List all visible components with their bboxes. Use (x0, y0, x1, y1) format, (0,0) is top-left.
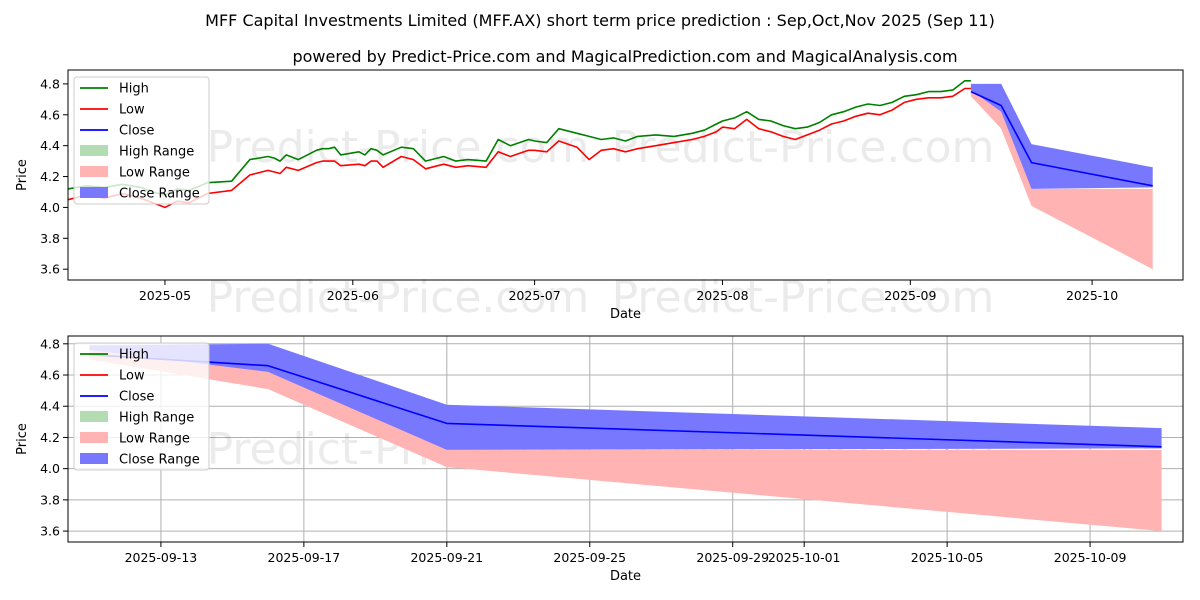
x-tick-label: 2025-08 (696, 288, 748, 303)
x-axis-label: Date (610, 307, 641, 322)
watermark-text: Predict-Price.com (207, 122, 590, 173)
legend-label: High (119, 348, 149, 363)
y-axis-label: Price (15, 159, 30, 191)
x-tick-label: 2025-09-29 (696, 550, 769, 565)
x-tick-label: 2025-10 (1066, 288, 1118, 303)
legend-label: Low (119, 103, 145, 118)
legend-label: Close Range (119, 453, 200, 468)
x-tick-label: 2025-10-05 (911, 550, 984, 565)
x-tick-label: 2025-09 (884, 288, 936, 303)
legend-label: Low Range (119, 432, 190, 447)
close-range-band (970, 83, 1153, 189)
legend-label: High (119, 82, 149, 97)
y-tick-label: 4.6 (40, 107, 60, 122)
y-tick-label: 3.8 (40, 492, 60, 507)
top-chart-panel: Predict-Price.com Predict-Price.comPredic… (15, 69, 1184, 323)
legend-label: Low Range (119, 166, 190, 181)
legend-swatch (80, 166, 108, 177)
legend-swatch (80, 432, 108, 443)
x-tick-label: 2025-10-09 (1054, 550, 1127, 565)
y-axis-label: Price (15, 423, 30, 455)
y-tick-label: 4.0 (40, 200, 60, 215)
legend-label: High Range (119, 145, 194, 160)
axes-frame (67, 69, 1184, 281)
chart-title: MFF Capital Investments Limited (MFF.AX)… (205, 11, 995, 30)
x-tick-label: 2025-07 (508, 288, 560, 303)
y-tick-label: 4.2 (40, 430, 60, 445)
y-tick-label: 4.8 (40, 336, 60, 351)
close-series-line (970, 90, 1153, 187)
x-tick-label: 2025-09-21 (410, 550, 483, 565)
legend-label: Close (119, 390, 154, 405)
x-tick-label: 2025-09-13 (125, 550, 198, 565)
legend-label: High Range (119, 411, 194, 426)
x-tick-label: 2025-05 (139, 288, 191, 303)
low-range-band (970, 87, 1153, 270)
legend-swatch (80, 187, 108, 198)
y-tick-label: 4.0 (40, 461, 60, 476)
x-tick-label: 2025-10-01 (768, 550, 841, 565)
legend-label: Close (119, 124, 154, 139)
y-tick-label: 4.6 (40, 368, 60, 383)
legend-swatch (80, 411, 108, 422)
x-tick-label: 2025-09-25 (553, 550, 626, 565)
y-tick-label: 4.8 (40, 76, 60, 91)
y-tick-label: 4.4 (40, 138, 60, 153)
legend: High Low Close High Range Low Range Close Ran… (73, 76, 210, 205)
x-axis-label: Date (610, 569, 641, 584)
high-series-line (67, 80, 971, 196)
y-tick-label: 4.4 (40, 399, 60, 414)
low-series-line (67, 87, 971, 209)
y-tick-label: 3.6 (40, 524, 60, 539)
legend-label: Close Range (119, 187, 200, 202)
y-tick-label: 4.2 (40, 169, 60, 184)
bottom-chart-panel: Predict-Price.com Predict-Price.com2025-0… (15, 335, 1184, 584)
low-range-band (89, 350, 1162, 532)
y-tick-label: 3.6 (40, 262, 60, 277)
watermark-text: Predict-Price.com (612, 122, 995, 173)
chart-subtitle: powered by Predict-Price.com and Magical… (292, 47, 957, 66)
x-tick-label: 2025-06 (327, 288, 379, 303)
legend-swatch (80, 453, 108, 464)
close-range-band (89, 343, 1162, 450)
axes-frame (67, 335, 1184, 543)
legend: High Low Close High Range Low Range Close Ran… (73, 342, 210, 471)
x-tick-label: 2025-09-17 (268, 550, 341, 565)
legend-label: Low (119, 369, 145, 384)
y-tick-label: 3.8 (40, 231, 60, 246)
legend-swatch (80, 145, 108, 156)
